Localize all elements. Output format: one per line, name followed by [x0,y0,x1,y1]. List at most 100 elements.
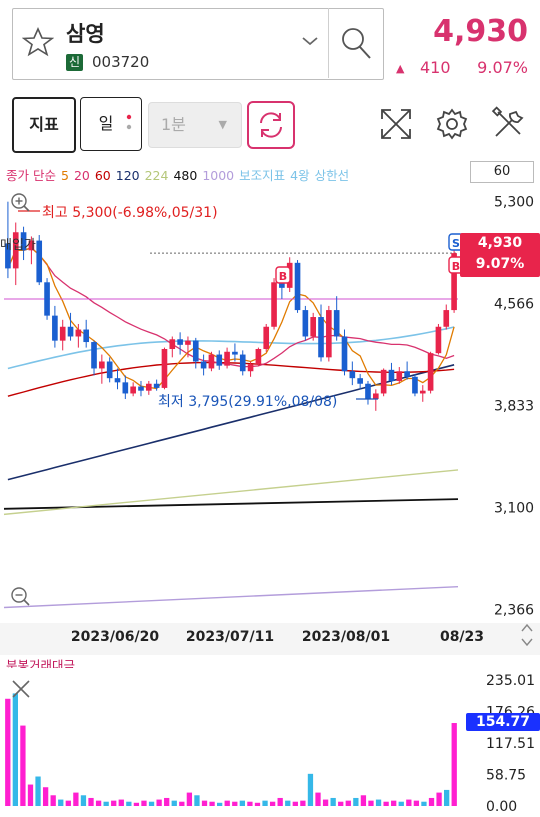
volume-current-tag: 154.77 [466,713,540,731]
volume-bar [201,800,208,806]
indicator-button[interactable]: 지표 [12,97,76,153]
volume-bar [315,792,321,806]
candle-body [200,361,207,369]
candle-body [122,382,129,394]
refresh-button[interactable] [247,101,295,149]
indicator-legend: 종가 단순 5 20 60 120 224 480 1000 보조지표 4왕 상한선 [6,165,354,184]
candle-body [247,364,254,372]
search-icon[interactable] [340,26,372,60]
candle-body [435,326,442,354]
volume-bar [300,800,306,806]
volume-bar [444,789,450,806]
candle-body [427,353,434,391]
candle-body [412,376,418,394]
triangle-up-icon: ▲ [396,62,405,75]
volume-bar [406,799,412,806]
candle-body [388,369,395,381]
legend-item[interactable]: 480 [173,168,198,183]
period-day-label: 일 [98,114,114,133]
candle-body [419,390,426,394]
candle-body [326,310,332,358]
volume-bar [171,800,177,806]
tools-icon[interactable] [490,106,526,142]
volume-bar [428,797,435,806]
candle-body [451,253,457,311]
candle-body [372,393,379,400]
volume-bar [436,792,442,806]
caret-down-icon: ▼ [218,118,227,131]
candle-body [443,310,450,327]
volume-bar [35,776,41,806]
legend-item[interactable]: 224 [144,168,169,183]
candle-body [224,351,230,366]
gear-icon[interactable] [434,106,470,142]
candle-body [208,354,215,369]
low-annotation: 최저 3,795(29.91%,08/08) [158,394,338,410]
volume-bar [277,797,283,806]
candle-body [99,361,105,369]
upper-band-line [7,326,455,370]
legend-item[interactable]: 1000 [202,168,235,183]
legend-item[interactable]: 상한선 [314,168,350,183]
fullscreen-icon[interactable] [378,106,414,142]
candle-body [177,339,183,345]
volume-bar [141,800,147,806]
star-icon[interactable] [22,26,54,58]
volume-bar [5,698,11,806]
candle-body [145,383,152,391]
volume-bar [194,795,200,806]
stock-code: 003720 [92,53,150,71]
volume-bar [118,799,124,806]
legend-item[interactable]: 종가 단순 [6,168,56,183]
zoom-out-icon [11,587,27,603]
volume-bar [247,801,253,806]
candle-body [12,232,19,269]
zoom-in-icon [11,193,27,209]
minute-select[interactable]: 1분 ▼ [148,102,242,148]
volume-bar [156,799,162,806]
legend-item[interactable]: 5 [60,168,69,183]
volume-bar [58,799,64,806]
volume-bar [133,802,140,806]
candle-body [75,329,82,337]
candle-body [161,348,168,388]
candle-body [365,383,371,400]
candle-body [28,240,35,251]
volume-bar [345,800,351,806]
volume-bar [368,800,374,806]
legend-item[interactable]: 20 [73,168,90,183]
legend-item[interactable]: 4왕 [290,168,310,183]
volume-bar [50,795,56,806]
volume-bar [80,795,87,806]
legend-item[interactable]: 60 [94,168,111,183]
legend-item[interactable]: 120 [115,168,140,183]
credit-badge: 신 [66,54,83,71]
volume-bar [88,797,94,806]
sell-signal-marker: S [452,237,460,250]
candle-body [106,361,113,379]
candle-body [380,369,387,394]
chevron-down-icon[interactable] [300,34,320,48]
candle-body [130,386,136,394]
candle-body [404,371,410,377]
price-change-pct: 9.07% [477,58,528,77]
current-price-tag: 4,930 9.07% [460,233,540,277]
more-dots-icon[interactable] [126,112,132,134]
price-tag-value: 4,930 [477,235,523,251]
volume-bar [179,801,185,806]
period-box[interactable]: 60 [470,161,534,183]
volume-bar [322,799,329,806]
ma-5-line [7,247,455,390]
period-day-button[interactable]: 일 [80,97,142,151]
candle-body [279,282,285,288]
volume-bar [413,800,420,806]
candle-body [396,371,403,381]
price-change: 410 [420,58,451,77]
y-tick-label: 4,566 [494,297,534,313]
buy-signal-marker: B [452,260,460,273]
candle-body [138,386,144,391]
minute-select-label: 1분 [161,115,186,134]
legend-item[interactable]: 보조지표 [239,168,286,183]
